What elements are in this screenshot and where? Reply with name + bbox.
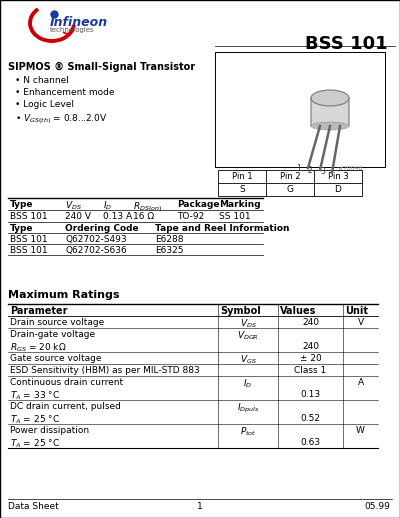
Text: • N channel: • N channel [15, 76, 69, 85]
Text: Type: Type [10, 224, 34, 233]
Bar [215, 52, 385, 167]
Text: TO-92: TO-92 [177, 212, 204, 221]
Text: Infineon: Infineon [50, 16, 108, 29]
Text: Maximum Ratings: Maximum Ratings [8, 290, 120, 300]
Text: ± 20: ± 20 [300, 354, 321, 363]
Text: $I_D$: $I_D$ [103, 200, 112, 212]
Text: $T_A$ = 25 °C: $T_A$ = 25 °C [10, 438, 60, 451]
Text: • $V_{GS(th)}$ = 0.8...2.0V: • $V_{GS(th)}$ = 0.8...2.0V [15, 112, 108, 126]
Text: 240: 240 [302, 318, 319, 327]
Text: 240 V: 240 V [65, 212, 91, 221]
Bar [218, 170, 362, 196]
Text: E6288: E6288 [155, 235, 184, 244]
Text: 1: 1 [197, 502, 203, 511]
Text: $T_A$ = 25 °C: $T_A$ = 25 °C [10, 414, 60, 426]
Text: BSS 101: BSS 101 [10, 246, 48, 255]
Text: Ordering Code: Ordering Code [65, 224, 139, 233]
Text: Pin 1: Pin 1 [232, 172, 252, 181]
Text: technologies: technologies [50, 27, 95, 33]
Text: SS 101: SS 101 [219, 212, 251, 221]
Text: BSS 101: BSS 101 [305, 35, 388, 53]
Text: Power dissipation: Power dissipation [10, 426, 89, 435]
Text: Drain-gate voltage: Drain-gate voltage [10, 330, 95, 339]
Text: 240: 240 [302, 342, 319, 351]
Text: V: V [358, 318, 364, 327]
Text: Gate source voltage: Gate source voltage [10, 354, 102, 363]
Text: $I_{Dpuls}$: $I_{Dpuls}$ [237, 402, 259, 415]
Text: D: D [334, 185, 342, 194]
Text: Pin 3: Pin 3 [328, 172, 348, 181]
Text: BSS 101: BSS 101 [10, 212, 48, 221]
Ellipse shape [311, 90, 349, 106]
Text: G: G [286, 185, 294, 194]
Text: ESD Sensitivity (HBM) as per MIL-STD 883: ESD Sensitivity (HBM) as per MIL-STD 883 [10, 366, 200, 375]
Text: 3: 3 [320, 167, 325, 176]
Text: E6325: E6325 [155, 246, 184, 255]
Text: $V_{DGR}$: $V_{DGR}$ [237, 330, 259, 342]
Text: $T_A$ = 33 °C: $T_A$ = 33 °C [10, 390, 60, 402]
Text: $V_{DS}$: $V_{DS}$ [240, 318, 256, 330]
Text: $R_{DS(on)}$: $R_{DS(on)}$ [133, 200, 162, 214]
Text: Class 1: Class 1 [294, 366, 327, 375]
Text: 2: 2 [308, 166, 313, 175]
Text: • Enhancement mode: • Enhancement mode [15, 88, 114, 97]
Text: Pin 2: Pin 2 [280, 172, 300, 181]
Text: $I_D$: $I_D$ [243, 378, 253, 391]
Text: • Logic Level: • Logic Level [15, 100, 74, 109]
Text: A: A [358, 378, 364, 387]
Text: 16 Ω: 16 Ω [133, 212, 154, 221]
Text: Type: Type [10, 200, 34, 209]
Text: Symbol: Symbol [220, 306, 261, 316]
Text: Q62702-S493: Q62702-S493 [65, 235, 127, 244]
Text: $V_{DS}$: $V_{DS}$ [65, 200, 82, 212]
Text: W: W [356, 426, 365, 435]
Text: Marking: Marking [219, 200, 261, 209]
Text: Unit: Unit [345, 306, 368, 316]
FancyBboxPatch shape [311, 98, 349, 126]
Text: vf70048: vf70048 [338, 166, 364, 171]
Text: Package: Package [177, 200, 220, 209]
Text: 0.13: 0.13 [300, 390, 320, 399]
Text: Data Sheet: Data Sheet [8, 502, 59, 511]
Ellipse shape [311, 122, 349, 130]
Text: 0.63: 0.63 [300, 438, 320, 447]
Text: DC drain current, pulsed: DC drain current, pulsed [10, 402, 121, 411]
Text: 05.99: 05.99 [364, 502, 390, 511]
Text: Continuous drain current: Continuous drain current [10, 378, 123, 387]
Text: Values: Values [280, 306, 316, 316]
Text: S: S [239, 185, 245, 194]
Text: Parameter: Parameter [10, 306, 68, 316]
Text: Tape and Reel Information: Tape and Reel Information [155, 224, 290, 233]
Text: 0.13 A: 0.13 A [103, 212, 132, 221]
Text: SIPMOS ® Small-Signal Transistor: SIPMOS ® Small-Signal Transistor [8, 62, 195, 72]
Text: Q62702-S636: Q62702-S636 [65, 246, 127, 255]
Text: Drain source voltage: Drain source voltage [10, 318, 104, 327]
Text: $V_{GS}$: $V_{GS}$ [240, 354, 256, 367]
Text: 1: 1 [296, 164, 301, 173]
Text: 0.52: 0.52 [300, 414, 320, 423]
Text: BSS 101: BSS 101 [10, 235, 48, 244]
Text: $P_{tot}$: $P_{tot}$ [240, 426, 256, 439]
Text: $R_{GS}$ = 20 kΩ: $R_{GS}$ = 20 kΩ [10, 342, 67, 354]
